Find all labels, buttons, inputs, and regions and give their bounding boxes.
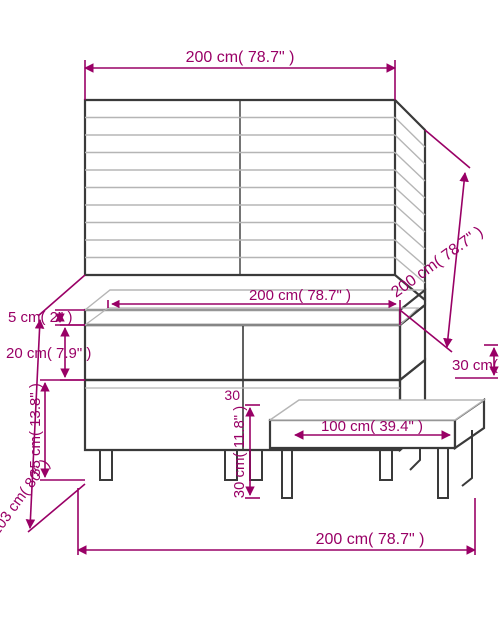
headboard-panel-line-side: [395, 223, 425, 250]
dim-bench-seat-label: 100 cm( 39.4" ): [321, 418, 423, 435]
dim-bench-leg-label-b: 30 cm( 11.8" ): [231, 406, 248, 499]
headboard-panel-line-side: [395, 188, 425, 216]
headboard-panel-lines: [85, 118, 425, 284]
bench-outline: [270, 400, 484, 498]
topper-front: [85, 310, 400, 325]
headboard-outer: [85, 100, 425, 300]
headboard-panel-line-side: [395, 153, 425, 182]
headboard-panel-line-side: [395, 118, 425, 148]
dim-bench-depth-label: 30 cm(: [452, 357, 498, 374]
dim-headboard-width-label: 200 cm( 78.7" ): [186, 49, 295, 66]
headboard-panel-line-side: [395, 135, 425, 164]
dim-topper-width-label: 200 cm( 78.7" ): [249, 287, 351, 304]
dim-bench-leg-label-a: 30: [224, 387, 240, 403]
headboard-panel-line-side: [395, 170, 425, 198]
headboard-panel-line-side: [395, 205, 425, 232]
dim-footprint-width-label: 200 cm( 78.7" ): [316, 531, 425, 548]
dim-depth-right-label: 200 cm( 78.7" ): [388, 223, 486, 301]
dim-mattress-height-label: 20 cm( 7.9" ): [6, 345, 91, 362]
